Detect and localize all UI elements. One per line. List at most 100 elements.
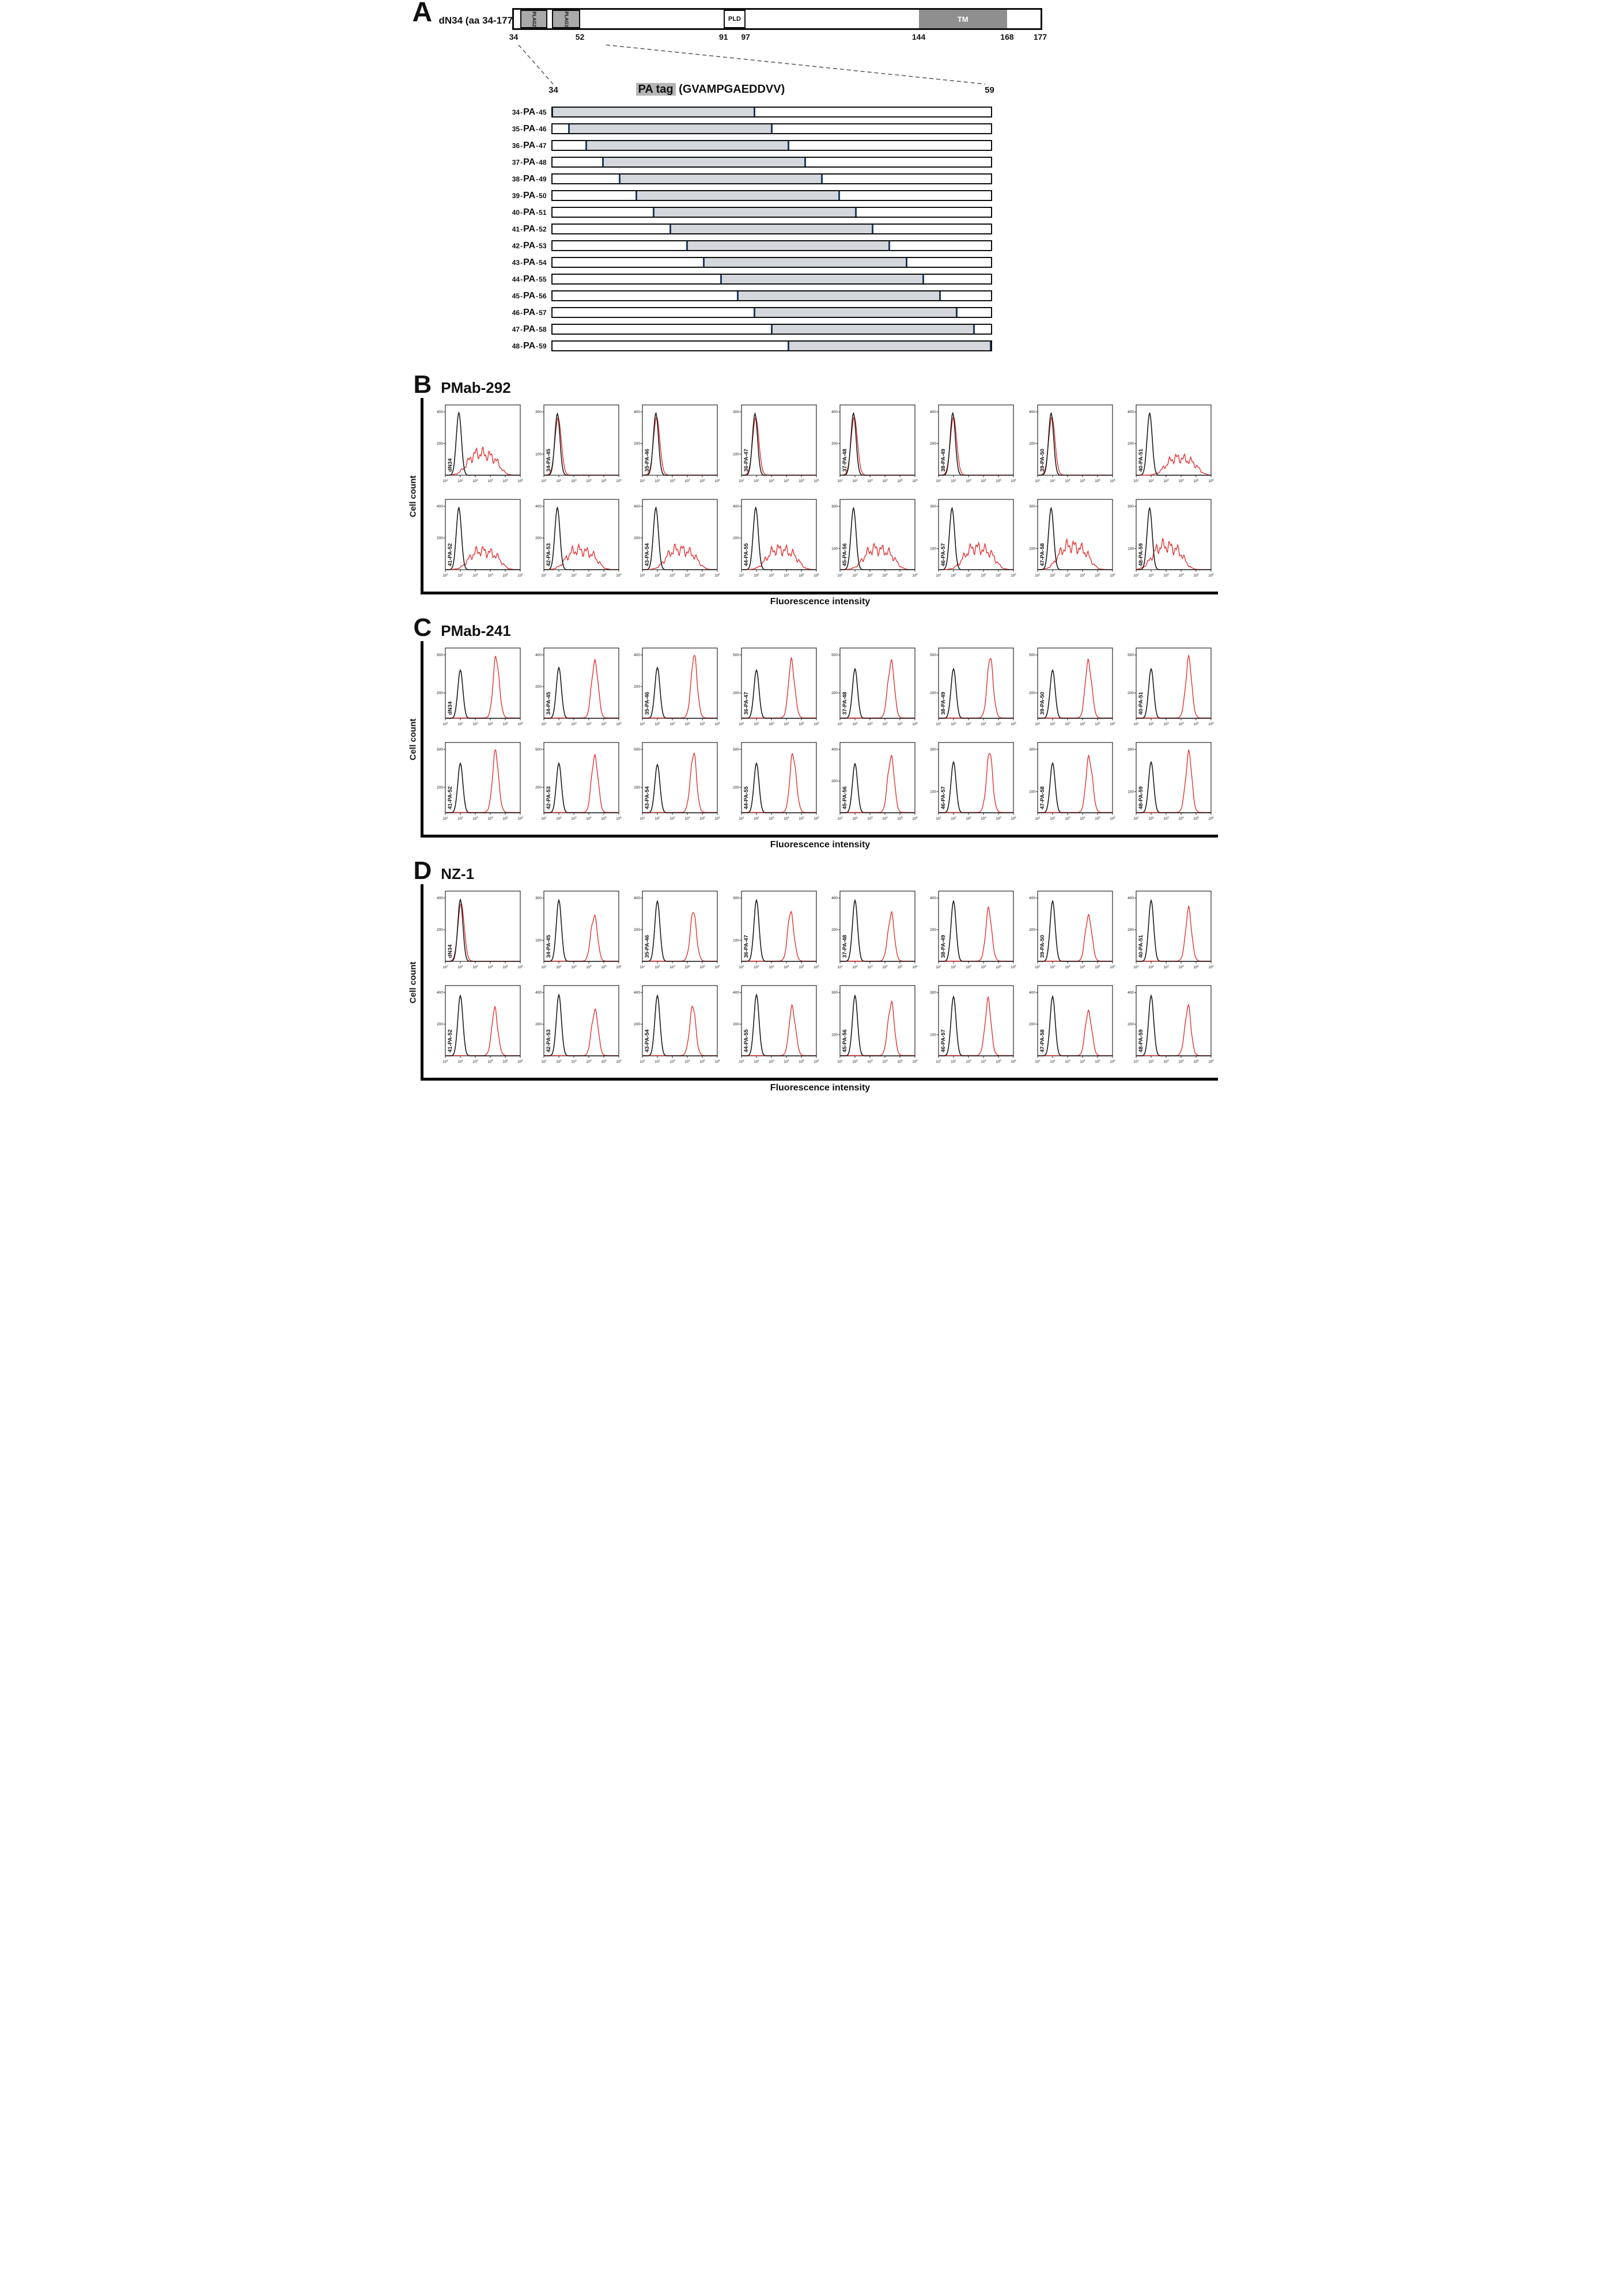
pa-tag-name: PA tag (635, 83, 676, 96)
x-tick-label: 105 (700, 1059, 706, 1064)
x-tick-label: 102 (1050, 722, 1055, 727)
y-tick-label: 500 (733, 653, 739, 657)
x-tick-label: 102 (754, 573, 759, 578)
x-tick-label: 103 (571, 722, 577, 727)
construct-list: 34- PA -45 35- PA -46 36- PA -47 37- PA -48 38- PA -49… (406, 104, 1218, 354)
subplot-name: 35-PA-46 (644, 935, 650, 958)
x-tick-label: 106 (715, 1059, 721, 1064)
subplot-name: dN34 (447, 944, 453, 958)
x-tick-label: 106 (1011, 573, 1017, 578)
y-tick-label: 200 (437, 928, 443, 932)
x-tick-label: 101 (936, 965, 942, 970)
x-tick-label: 103 (1164, 816, 1170, 821)
subplot-name: 36-PA-47 (743, 449, 750, 472)
x-tick-label: 105 (502, 722, 508, 727)
x-tick-label: 105 (897, 816, 903, 821)
pa-tag-boundary (601, 158, 604, 166)
plot-frame (839, 742, 915, 813)
panel-d: D NZ-1 Cell count 200 400 101 102 103 104 105 1… (406, 858, 1218, 1093)
histogram-47-PA-58: 100 300 101 102 103 104 105 106 47-PA-58 (1029, 499, 1115, 578)
protein-domain-bar: PLAG2 PLAG3 PLD TM (512, 8, 1042, 30)
plot-frame (938, 891, 1014, 962)
subplot-name: 43-PA-54 (644, 543, 650, 566)
pa-tag-title: PA tag (GVAMPGAEDDVV) (635, 83, 785, 96)
y-tick-label: 500 (437, 748, 443, 752)
x-tick-label: 106 (814, 573, 819, 578)
y-tick-label: 500 (1029, 653, 1035, 657)
x-tick-label: 106 (616, 965, 622, 970)
control-curve (1037, 506, 1113, 570)
plot-frame (444, 742, 521, 813)
x-tick-label: 106 (814, 816, 819, 821)
y-tick-label: 100 (930, 1033, 937, 1037)
control-curve (939, 411, 1014, 476)
x-tick-label: 106 (1209, 1059, 1215, 1064)
y-tick-label: 400 (437, 410, 443, 414)
x-tick-label: 104 (1179, 816, 1185, 821)
x-tick-label: 106 (1011, 722, 1017, 727)
histogram-48-PA-59: 200 400 101 102 103 104 105 106 48-PA-59 (1128, 985, 1215, 1064)
x-tick-label: 103 (769, 965, 774, 970)
control-curve (1037, 669, 1113, 719)
pa-tag-boundary (686, 241, 688, 250)
pa-tag-segment (670, 225, 873, 233)
x-tick-label: 103 (769, 1059, 774, 1064)
y-tick-label: 200 (831, 928, 838, 932)
x-tick-label: 106 (517, 965, 523, 970)
pa-tag-segment (552, 108, 755, 116)
panel-d-header: D NZ-1 (406, 858, 1218, 884)
x-tick-label: 104 (685, 965, 691, 970)
y-tick-label: 200 (930, 442, 937, 446)
x-tick-label: 103 (571, 573, 577, 578)
x-tick-label: 101 (442, 816, 448, 821)
panel-a-label: A (412, 0, 433, 28)
y-tick-label: 300 (831, 991, 838, 995)
control-curve (445, 506, 520, 570)
control-curve (642, 899, 718, 962)
subplot-name: 34-PA-45 (546, 448, 552, 472)
pa-tag-boundary (905, 258, 907, 267)
plot-frame (1136, 499, 1212, 570)
control-curve (741, 762, 816, 813)
x-tick-label: 101 (442, 573, 448, 578)
control-curve (840, 668, 915, 719)
x-tick-label: 102 (1050, 573, 1055, 578)
x-tick-label: 102 (457, 573, 463, 578)
x-tick-label: 106 (715, 479, 721, 484)
domain-pld: PLD (723, 10, 746, 28)
x-tick-label: 103 (1164, 1059, 1170, 1064)
plot-frame (642, 647, 718, 719)
domain-tm: TM (918, 10, 1007, 28)
x-tick-label: 103 (670, 1059, 676, 1064)
x-tick-label: 103 (769, 816, 774, 821)
subplot-name: 35-PA-46 (644, 449, 650, 472)
x-tick-label: 103 (1164, 573, 1170, 578)
y-tick-label: 200 (1128, 442, 1134, 446)
y-tick-label: 200 (437, 1022, 443, 1026)
x-tick-label: 105 (897, 1059, 903, 1064)
panel-c: C PMab-241 Cell count 200 500 101 102 103 104… (406, 615, 1218, 850)
x-tick-label: 104 (685, 573, 691, 578)
y-tick-label: 200 (634, 928, 640, 932)
x-tick-label: 104 (882, 479, 888, 484)
x-tick-label: 103 (769, 722, 774, 727)
histogram-39-PA-50: 200 400 101 102 103 104 105 106 39-PA-50 (1029, 404, 1115, 483)
plot-frame (543, 985, 619, 1056)
x-tick-label: 102 (457, 479, 463, 484)
x-tick-label: 103 (867, 965, 873, 970)
y-tick-label: 100 (733, 939, 739, 943)
x-tick-label: 104 (784, 965, 789, 970)
y-tick-label: 400 (1128, 410, 1134, 414)
x-tick-label: 104 (1080, 816, 1085, 821)
x-tick-label: 106 (616, 573, 622, 578)
x-tick-label: 103 (867, 479, 873, 484)
y-tick-label: 500 (535, 748, 542, 752)
x-tick-label: 106 (1011, 479, 1017, 484)
x-tick-label: 104 (1179, 1059, 1185, 1064)
x-tick-label: 103 (966, 965, 972, 970)
x-tick-label: 103 (472, 1059, 478, 1064)
histogram-40-PA-51: 200 500 101 102 103 104 105 106 40-PA-51 (1128, 647, 1214, 726)
aa-tick-168: 168 (1000, 32, 1014, 41)
x-tick-label: 104 (981, 1059, 987, 1064)
y-tick-label: 200 (733, 786, 739, 790)
